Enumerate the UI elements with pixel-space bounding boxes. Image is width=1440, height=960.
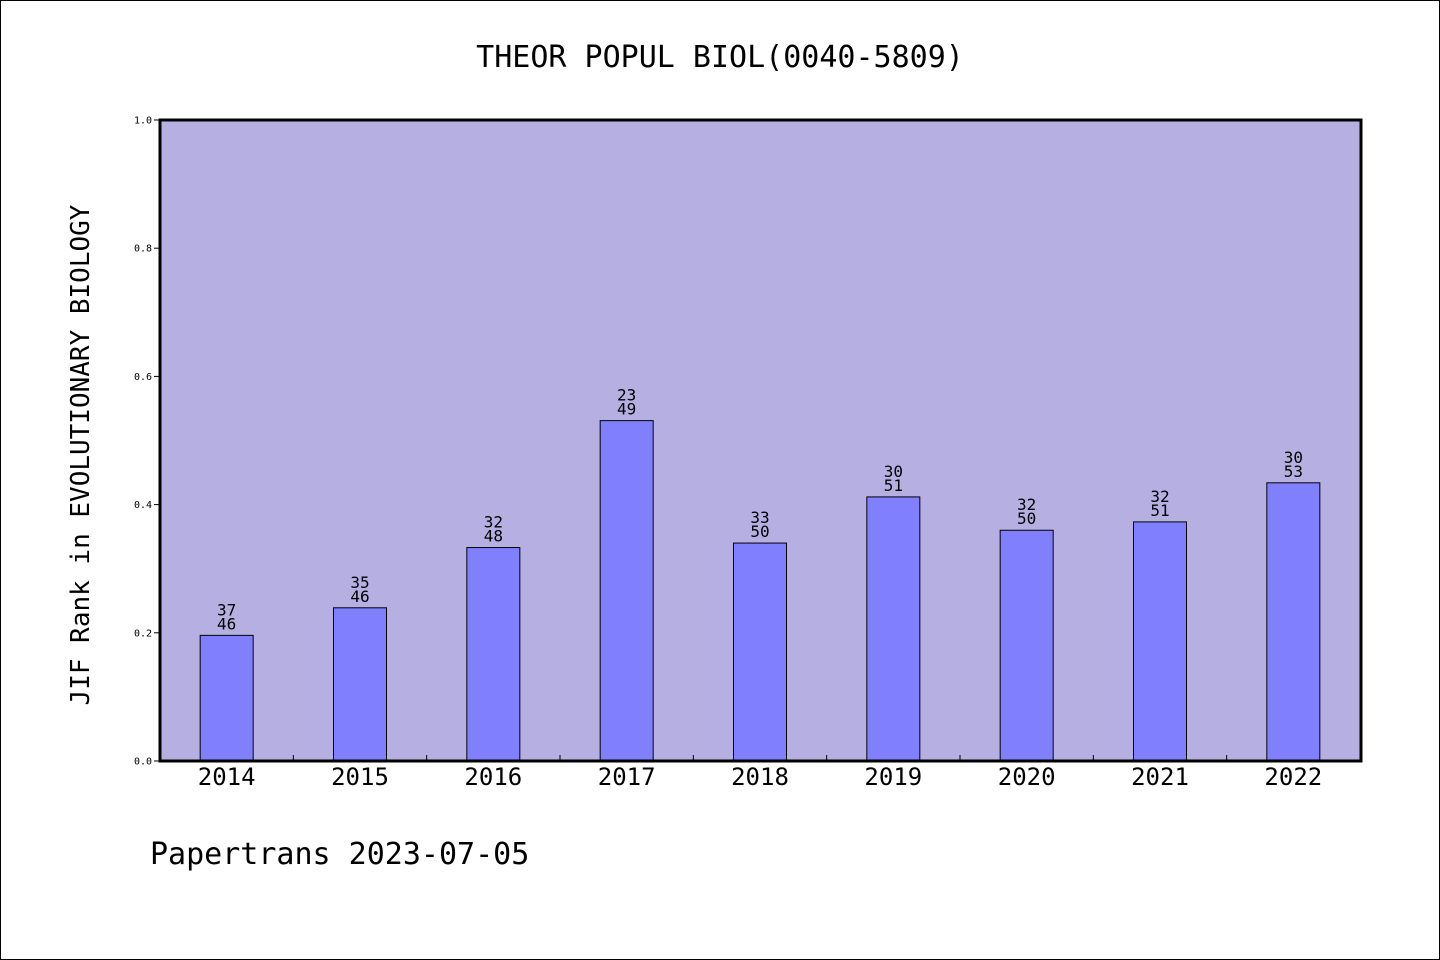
bar-label-total: 51 [1150, 501, 1169, 520]
bar-label-total: 46 [217, 614, 236, 633]
bar-label-rank: 30 [1284, 448, 1303, 467]
bar-label-rank: 35 [350, 573, 369, 592]
bar-label-total: 50 [750, 522, 769, 541]
y-axis-ticks: 0.0 0.2 0.4 0.6 0.8 1.0 [134, 116, 160, 768]
bar-label-total: 49 [617, 400, 636, 419]
bar-label-total: 50 [1017, 509, 1036, 528]
bar-label-rank: 32 [1150, 487, 1169, 506]
bar-label-rank: 37 [217, 600, 236, 619]
bar [333, 607, 387, 762]
bar [999, 529, 1054, 762]
x-tick-label: 2021 [1131, 763, 1189, 791]
bar-label-total: 48 [484, 527, 503, 546]
bar-label-total: 53 [1284, 462, 1303, 481]
x-tick-label: 2022 [1264, 763, 1322, 791]
y-tick-label: 0.2 [134, 628, 152, 639]
bar-label-total: 51 [884, 476, 903, 495]
bars [199, 420, 1321, 762]
chart-title: THEOR POPUL BIOL(0040-5809) [476, 40, 964, 75]
x-tick-label: 2016 [464, 763, 522, 791]
x-tick-label: 2019 [864, 763, 922, 791]
x-tick-label: 2015 [331, 763, 389, 791]
bar-label-rank: 23 [617, 386, 636, 405]
y-axis-label: JIF Rank in EVOLUTIONARY BIOLOGY [66, 204, 96, 705]
bar [733, 542, 787, 762]
bar [599, 420, 654, 762]
x-tick-label: 2018 [731, 763, 789, 791]
bar [866, 496, 921, 762]
bar-label-rank: 32 [484, 513, 503, 532]
bar [466, 547, 521, 762]
x-tick-label: 2014 [198, 763, 256, 791]
bar-label-rank: 30 [884, 462, 903, 481]
plot-border [158, 118, 1363, 763]
x-tick-label: 2017 [598, 763, 656, 791]
bar [199, 634, 254, 762]
bar-label-rank: 32 [1017, 495, 1036, 514]
bar [1133, 521, 1187, 762]
x-tick-label: 2020 [998, 763, 1056, 791]
bar-label-rank: 33 [750, 508, 769, 527]
bar [1266, 482, 1321, 762]
bar-label-total: 46 [350, 587, 369, 606]
y-tick-label: 0.8 [134, 244, 152, 255]
y-tick-label: 0.4 [134, 500, 152, 511]
x-axis-ticks: 2014 2015 2016 2017 2018 2019 2020 2021 2022 [198, 755, 1322, 791]
y-tick-label: 0.6 [134, 372, 152, 383]
y-tick-label: 0.0 [134, 757, 152, 768]
y-tick-label: 1.0 [134, 116, 152, 127]
footer-text: Papertrans 2023-07-05 [150, 837, 529, 872]
